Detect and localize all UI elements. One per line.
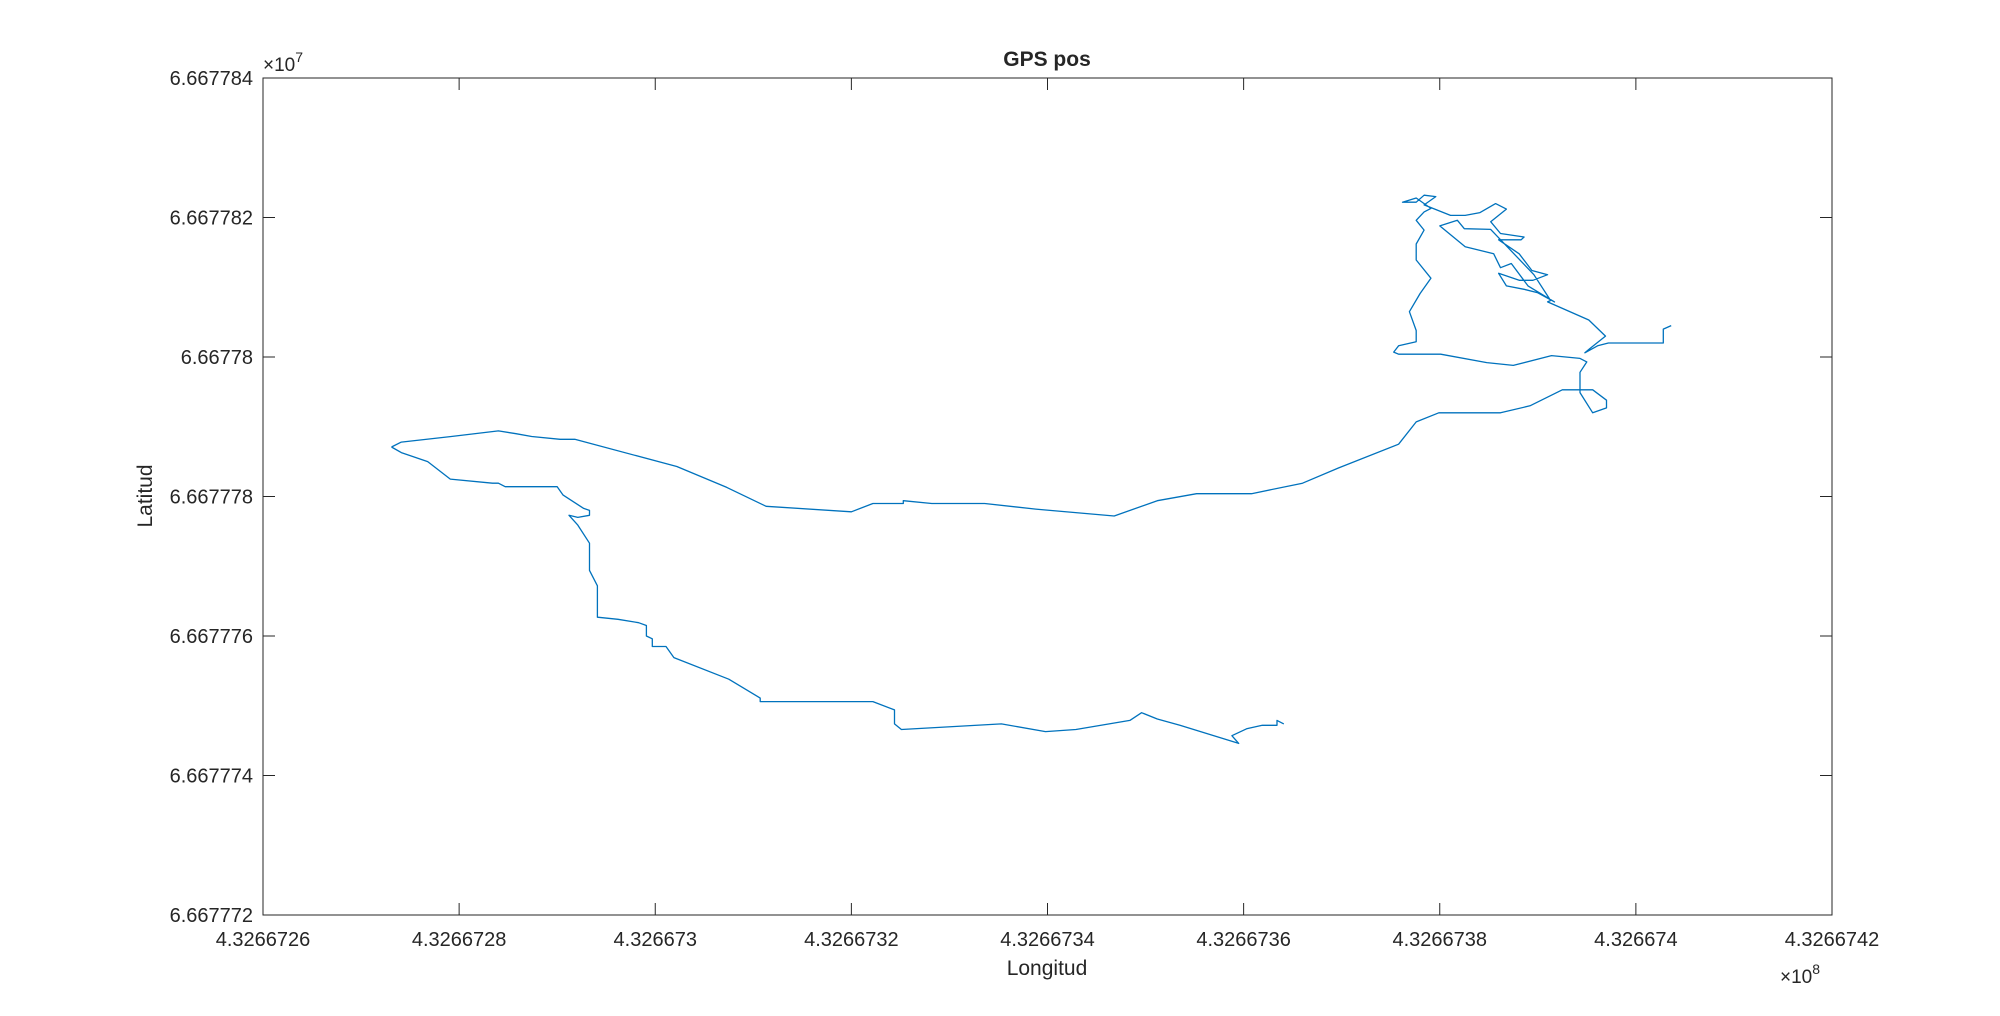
x-tick-label: 4.3266738 [1392,929,1487,951]
gps-track-line [391,194,1672,517]
y-tick-label: 6.667772 [170,905,253,927]
plot-area [262,77,1833,916]
y-tick-label: 6.667782 [170,208,253,230]
x-tick-label: 4.326673 [614,929,697,951]
x-tick-label: 4.3266736 [1196,929,1291,951]
x-tick-label: 4.3266742 [1785,929,1880,951]
chart-title: GPS pos [1003,48,1091,71]
x-tick-label: 4.3266728 [412,929,507,951]
gps-track-line [391,446,1285,745]
y-exponent-label: ×107 [263,49,303,76]
x-exponent-label: ×108 [1780,961,1820,988]
x-tick-label: 4.3266726 [216,929,311,951]
y-tick-label: 6.667776 [170,626,253,648]
x-tick-label: 4.3266732 [804,929,899,951]
series-layer [391,194,1672,745]
x-axis-label: Longitud [1007,957,1088,980]
y-tick-label: 6.66778 [181,347,253,369]
y-axis-label: Latitud [134,464,157,527]
x-axis-ticks: 4.3266726 4.3266728 4.326673 4.3266732 4.326… [216,78,1880,951]
x-tick-label: 4.3266734 [1000,929,1095,951]
y-tick-label: 6.667778 [170,487,253,509]
y-axis-ticks: 6.667772 6.667774 6.667776 6.667778 6.66778 6… [170,68,1832,927]
x-tick-label: 4.326674 [1594,929,1677,951]
y-tick-label: 6.667774 [170,766,253,788]
y-tick-label: 6.667784 [170,68,253,90]
